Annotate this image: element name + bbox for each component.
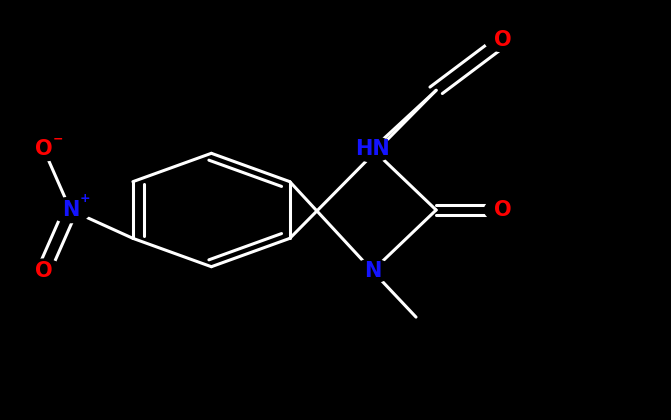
Text: O: O bbox=[35, 139, 52, 159]
Circle shape bbox=[484, 198, 522, 222]
Text: HN: HN bbox=[355, 139, 390, 159]
Circle shape bbox=[354, 259, 391, 283]
Text: N: N bbox=[62, 200, 79, 220]
Circle shape bbox=[25, 137, 62, 161]
Text: +: + bbox=[80, 192, 91, 205]
Text: O: O bbox=[495, 30, 512, 50]
Circle shape bbox=[50, 197, 91, 223]
Text: −: − bbox=[53, 132, 64, 145]
Text: O: O bbox=[495, 200, 512, 220]
Text: O: O bbox=[35, 261, 52, 281]
Text: N: N bbox=[364, 261, 381, 281]
Circle shape bbox=[484, 28, 522, 52]
Circle shape bbox=[25, 259, 62, 283]
Circle shape bbox=[352, 136, 393, 162]
